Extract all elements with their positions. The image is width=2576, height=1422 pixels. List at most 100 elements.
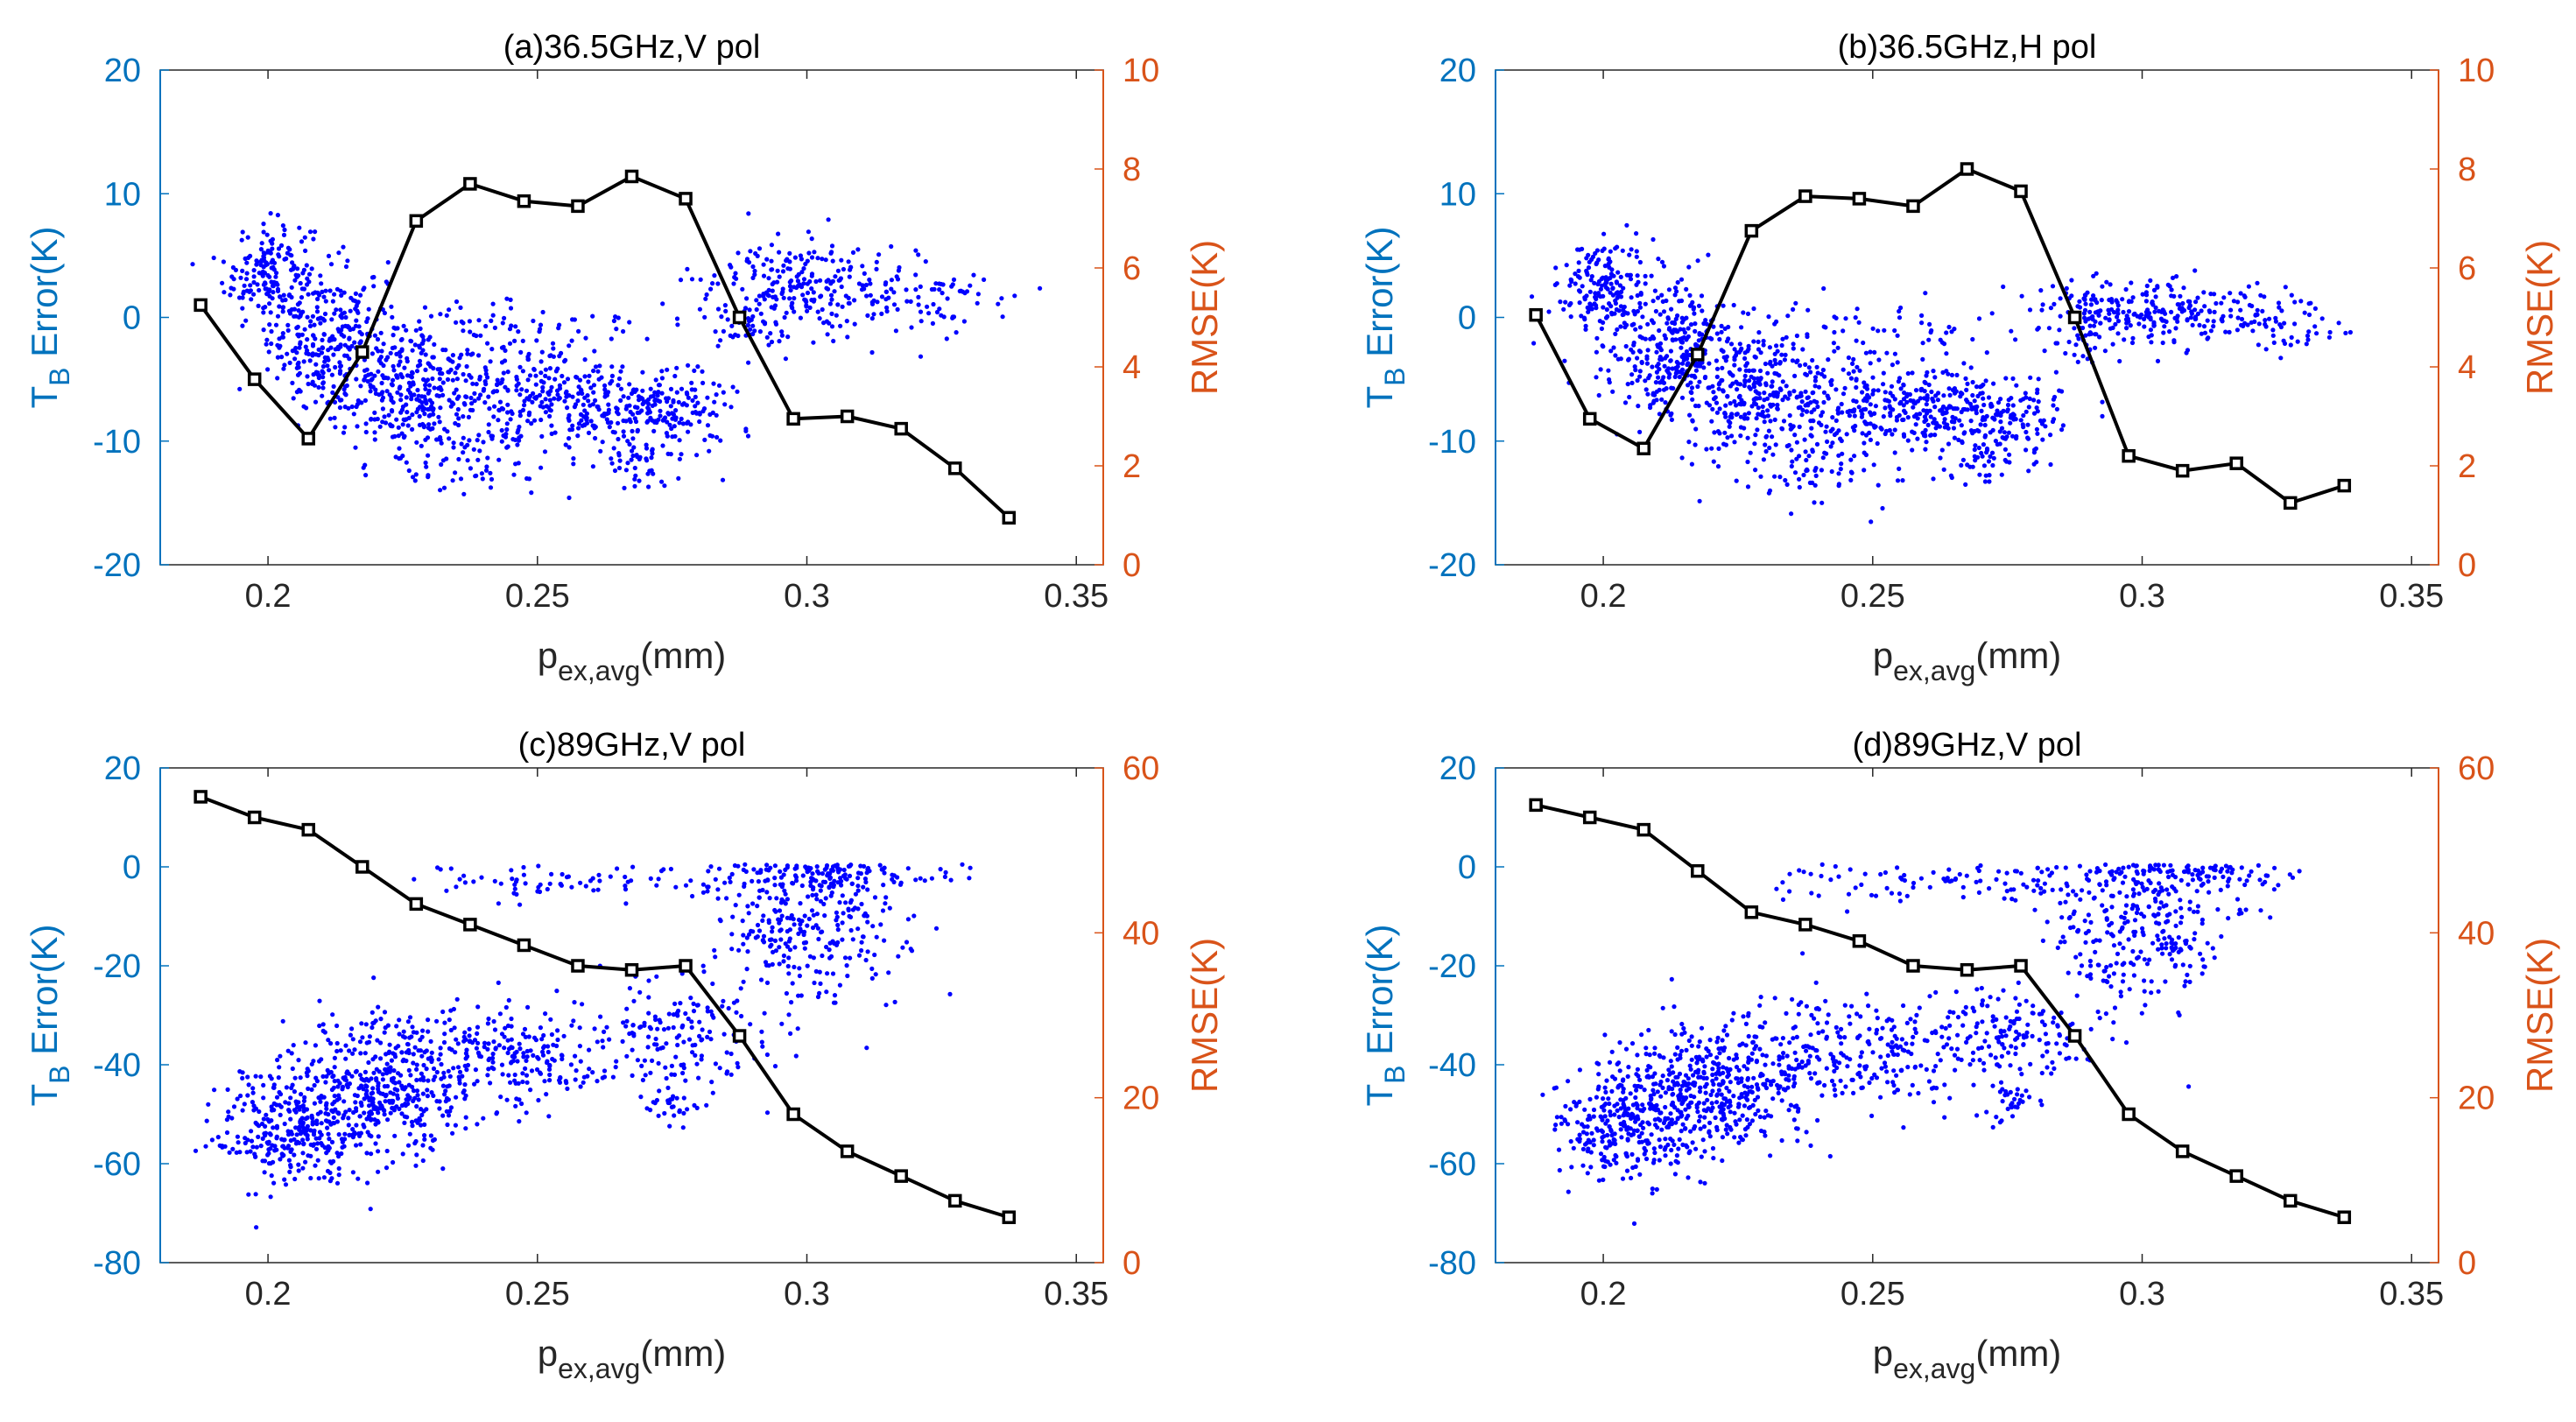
scatter-point (445, 377, 451, 382)
scatter-point (1761, 457, 1766, 462)
scatter-point (2142, 316, 2147, 321)
scatter-point (2228, 291, 2233, 296)
scatter-point (405, 373, 411, 378)
scatter-point (812, 297, 817, 302)
scatter-point (1742, 373, 1748, 378)
scatter-point (1870, 391, 1876, 397)
scatter-point (1946, 441, 1952, 447)
scatter-point (237, 1069, 243, 1074)
scatter-point (1982, 422, 1988, 428)
scatter-point (1923, 291, 1928, 296)
scatter-point (515, 1059, 520, 1064)
scatter-point (1924, 402, 1929, 407)
scatter-point (2053, 370, 2059, 375)
scatter-point (806, 250, 812, 256)
rmse-line (199, 174, 1010, 519)
scatter-point (1990, 462, 1995, 468)
scatter-point (1954, 372, 1960, 377)
scatter-point (1690, 299, 1695, 305)
scatter-point (771, 280, 777, 285)
scatter-point (1633, 367, 1638, 373)
scatter-point (817, 969, 822, 975)
scatter-point (475, 457, 481, 462)
scatter-point (279, 1151, 285, 1157)
scatter-point (530, 399, 535, 405)
scatter-point (500, 1072, 505, 1077)
scatter-point (508, 306, 514, 311)
scatter-point (447, 1017, 452, 1023)
scatter-point (668, 404, 673, 409)
scatter-point (1568, 314, 1573, 320)
scatter-point (579, 388, 584, 393)
scatter-point (1765, 408, 1770, 413)
scatter-point (672, 373, 678, 379)
scatter-point (454, 1037, 459, 1042)
scatter-point (748, 249, 753, 254)
scatter-point (2004, 459, 2009, 464)
scatter-point (675, 1042, 680, 1048)
scatter-point (1780, 398, 1785, 403)
scatter-point (336, 1172, 341, 1178)
scatter-point (745, 949, 750, 954)
scatter-point (405, 1115, 410, 1120)
scatter-point (483, 323, 489, 329)
scatter-point (848, 267, 853, 272)
scatter-point (1687, 303, 1693, 308)
scatter-point (1727, 424, 1732, 429)
scatter-point (432, 341, 437, 347)
scatter-point (1723, 442, 1728, 447)
scatter-point (1868, 402, 1873, 407)
scatter-point (562, 398, 567, 404)
scatter-point (222, 290, 227, 295)
scatter-point (384, 357, 389, 363)
scatter-point (542, 449, 548, 454)
scatter-point (653, 1036, 658, 1042)
scatter-point (801, 277, 807, 282)
scatter-point (298, 280, 303, 286)
scatter-point (505, 1023, 511, 1029)
scatter-point (2011, 417, 2016, 422)
scatter-point (445, 429, 450, 434)
scatter-point (1669, 306, 1674, 312)
scatter-point (424, 1107, 429, 1112)
scatter-point (1672, 327, 1677, 333)
scatter-point (859, 940, 864, 945)
scatter-point (315, 290, 320, 295)
scatter-point (341, 1099, 347, 1104)
scatter-point (392, 345, 398, 350)
scatter-point (2262, 294, 2267, 299)
scatter-point (674, 390, 679, 395)
scatter-point (549, 1031, 555, 1038)
scatter-point (744, 935, 750, 940)
scatter-point (282, 1145, 287, 1151)
scatter-point (593, 425, 598, 430)
scatter-point (256, 1134, 261, 1139)
scatter-point (402, 365, 407, 370)
scatter-point (689, 277, 695, 282)
scatter-point (529, 1068, 535, 1074)
scatter-point (1764, 396, 1770, 401)
scatter-point (1812, 482, 1818, 488)
scatter-point (827, 301, 834, 306)
scatter-point (229, 274, 235, 279)
scatter-point (1923, 447, 1928, 452)
scatter-point (1719, 323, 1724, 328)
scatter-point (1616, 308, 1622, 313)
scatter-point (2278, 324, 2284, 330)
scatter-point (772, 876, 778, 881)
scatter-point (828, 281, 834, 286)
scatter-point (427, 398, 433, 403)
scatter-point (1984, 350, 1989, 356)
scatter-point (419, 1034, 425, 1039)
scatter-point (2089, 297, 2094, 302)
scatter-point (1814, 364, 1819, 370)
scatter-point (490, 301, 496, 306)
scatter-point (1766, 314, 1771, 320)
scatter-point (2211, 319, 2216, 324)
scatter-point (1868, 361, 1873, 366)
scatter-point (522, 398, 527, 404)
scatter-point (280, 1018, 285, 1024)
scatter-point (1982, 479, 1988, 484)
scatter-point (456, 363, 461, 368)
scatter-point (401, 434, 406, 440)
